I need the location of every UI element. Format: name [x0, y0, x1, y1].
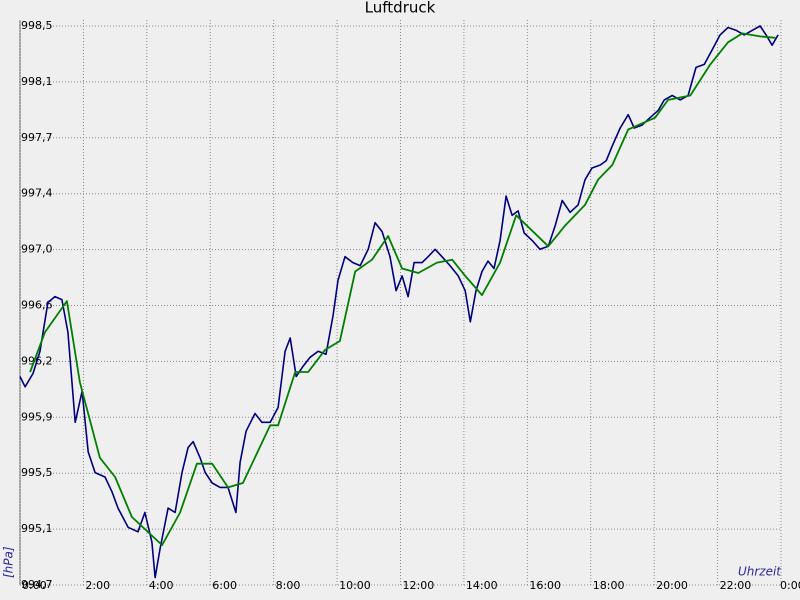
y-tick-label: 997,0: [21, 243, 53, 256]
y-tick-label: 995,9: [21, 410, 53, 423]
x-tick-label: 2:00: [85, 579, 110, 592]
line-series: [19, 25, 779, 579]
y-tick-label: 998,1: [21, 75, 53, 88]
y-tick-label: 998,5: [21, 19, 53, 32]
x-tick-label: 0:00: [22, 579, 47, 592]
x-tick-label: 4:00: [149, 579, 174, 592]
line-series: [29, 32, 776, 546]
x-tick-label: 20:00: [656, 579, 688, 592]
x-tick-label: 16:00: [529, 579, 561, 592]
x-axis-label: Uhrzeit: [738, 565, 782, 579]
y-tick-label: 997,7: [21, 131, 53, 144]
x-tick-label: 22:00: [720, 579, 752, 592]
y-axis-label: [hPa]: [2, 546, 16, 578]
y-tick-label: 995,1: [21, 522, 53, 535]
x-tick-label: 10:00: [339, 579, 371, 592]
y-tick-label: 995,5: [21, 466, 53, 479]
chart-title: Luftdruck: [365, 0, 436, 17]
y-tick-label: 994,7: [21, 578, 53, 591]
x-tick-label: 6:00: [212, 579, 237, 592]
x-tick-label: 14:00: [466, 579, 498, 592]
y-tick-label: 996,6: [21, 299, 53, 312]
y-tick-label: 997,4: [21, 187, 53, 200]
x-tick-label: 0:00: [780, 579, 800, 592]
x-tick-label: 18:00: [593, 579, 625, 592]
x-tick-label: 12:00: [403, 579, 435, 592]
x-tick-label: 8:00: [276, 579, 301, 592]
